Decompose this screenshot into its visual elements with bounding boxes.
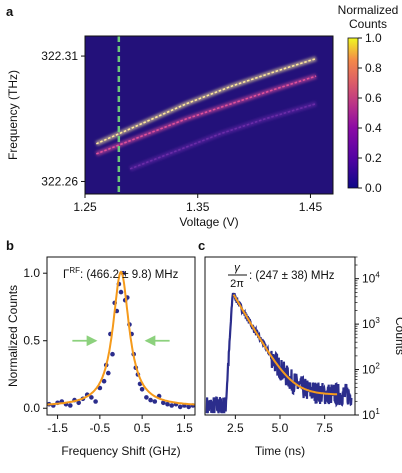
spectrum-data-points <box>47 270 195 410</box>
spectrum-data-point <box>68 403 73 408</box>
lifetime-y-tick-label: 103 <box>362 316 380 331</box>
colorbar-tick-label: 0.6 <box>365 91 382 105</box>
heatmap-x-label: Voltage (V) <box>179 215 238 229</box>
heatmap-y-tick-label: 322.31 <box>41 49 78 63</box>
heatmap-x-tick-label: 1.35 <box>186 200 210 214</box>
annotation-fraction-numerator: γ <box>234 262 241 274</box>
lifetime-x-tick-label: 5.0 <box>272 421 289 435</box>
spectrum-data-point <box>165 401 170 407</box>
panel-label-b: b <box>6 238 14 253</box>
colorbar-label-line2: Counts <box>349 17 387 31</box>
heatmap-y-label: Frequency (THz) <box>6 70 20 160</box>
spectrum-x-tick-label: -0.5 <box>90 421 111 435</box>
spectrum-y-tick-label: 0.0 <box>23 401 40 415</box>
panel-label-a: a <box>6 4 14 19</box>
colorbar-tick-label: 0.8 <box>365 61 382 75</box>
spectrum-x-tick-label: 0.5 <box>134 421 151 435</box>
spectrum-y-tick-label: 1.0 <box>23 266 40 280</box>
spectrum-data-point <box>89 395 94 400</box>
exponential-fit-curve <box>232 294 338 396</box>
spectrum-data-point <box>148 397 153 403</box>
spectrum-data-point <box>161 400 166 406</box>
heatmap-y-tick-label: 322.26 <box>41 174 78 188</box>
spectrum-data-point <box>118 289 124 295</box>
annotation-rate: : (247 ± 38) MHz <box>249 270 335 282</box>
heatmap-y-axis: 322.26 322.31 <box>41 49 85 188</box>
spectrum-data-point <box>106 370 111 376</box>
spectrum-x-axis: -1.5 -0.5 0.5 1.5 <box>47 415 193 435</box>
lifetime-x-tick-label: 7.5 <box>316 421 333 435</box>
lorentzian-fit-curve <box>47 270 195 406</box>
lifetime-y-axis: 101 102 103 104 <box>355 256 380 422</box>
spectrum-y-tick-label: 0.5 <box>23 334 40 348</box>
spectrum-data-point <box>76 400 81 406</box>
colorbar <box>347 37 359 189</box>
spectrum-frame <box>46 256 196 416</box>
spectrum-data-point <box>144 395 149 400</box>
colorbar-tick-label: 1.0 <box>365 31 382 45</box>
spectrum-data-point <box>93 399 98 404</box>
spectrum-data-point <box>177 404 183 410</box>
heatmap-x-tick-label: 1.45 <box>299 200 323 214</box>
lifetime-annotation: γ 2π : (247 ± 38) MHz <box>228 262 335 290</box>
colorbar-tick-label: 0.2 <box>365 151 382 165</box>
lifetime-y-tick-label: 101 <box>362 407 380 422</box>
lifetime-y-tick-label: 104 <box>362 271 380 286</box>
colorbar-tick-label: 0.0 <box>365 181 382 195</box>
spectrum-data-point <box>97 385 103 391</box>
panel-c-lifetime: 2.5 5.0 7.5 101 102 103 104 γ 2π : (247 ± 38)… <box>204 256 402 458</box>
heatmap-frame <box>84 35 334 195</box>
heatmap-trace-2 <box>96 75 317 155</box>
spectrum-data-point <box>186 404 191 410</box>
spectrum-annotation: ΓRF: (466.2 ± 9.8) MHz <box>63 266 179 281</box>
heatmap-traces <box>95 56 317 172</box>
lifetime-x-label: Time (ns) <box>255 444 305 458</box>
heatmap-background <box>85 36 333 194</box>
heatmap-trace-3 <box>129 102 317 170</box>
heatmap-x-tick-label: 1.25 <box>73 200 97 214</box>
spectrum-x-label: Frequency Shift (GHz) <box>61 444 180 458</box>
lifetime-x-axis: 2.5 5.0 7.5 <box>227 415 333 435</box>
colorbar-tick-label: 0.4 <box>365 121 382 135</box>
annotation-fraction-denominator: 2π <box>230 278 244 290</box>
spectrum-data-point <box>169 403 174 408</box>
spectrum-x-tick-label: 1.5 <box>176 421 193 435</box>
spectrum-x-tick-label: -1.5 <box>47 421 68 435</box>
spectrum-y-axis: 0.0 0.5 1.0 <box>23 266 47 415</box>
lifetime-y-label: Counts <box>393 317 402 355</box>
spectrum-data-point <box>152 399 158 404</box>
colorbar-label-line1: Normalized <box>338 3 399 17</box>
panel-a-heatmap: 1.25 1.35 1.45 322.26 322.31 Voltage (V) Fr… <box>6 3 398 229</box>
heatmap-trace-1 <box>95 57 317 145</box>
spectrum-data-point <box>139 387 145 392</box>
lifetime-data-trace <box>205 292 353 414</box>
panel-b-spectrum: -1.5 -0.5 0.5 1.5 0.0 0.5 1.0 ΓRF: (466.2 ± 9… <box>6 256 196 458</box>
lifetime-y-tick-label: 102 <box>362 362 380 377</box>
panel-label-c: c <box>198 238 205 253</box>
spectrum-data-point <box>110 351 115 357</box>
colorbar-ticks: 0.0 0.2 0.4 0.6 0.8 1.0 <box>358 31 382 195</box>
spectrum-data-point <box>101 378 107 384</box>
lifetime-x-tick-label: 2.5 <box>227 421 244 435</box>
spectrum-y-label: Normalized Counts <box>6 285 20 387</box>
heatmap-x-axis: 1.25 1.35 1.45 <box>73 194 322 214</box>
